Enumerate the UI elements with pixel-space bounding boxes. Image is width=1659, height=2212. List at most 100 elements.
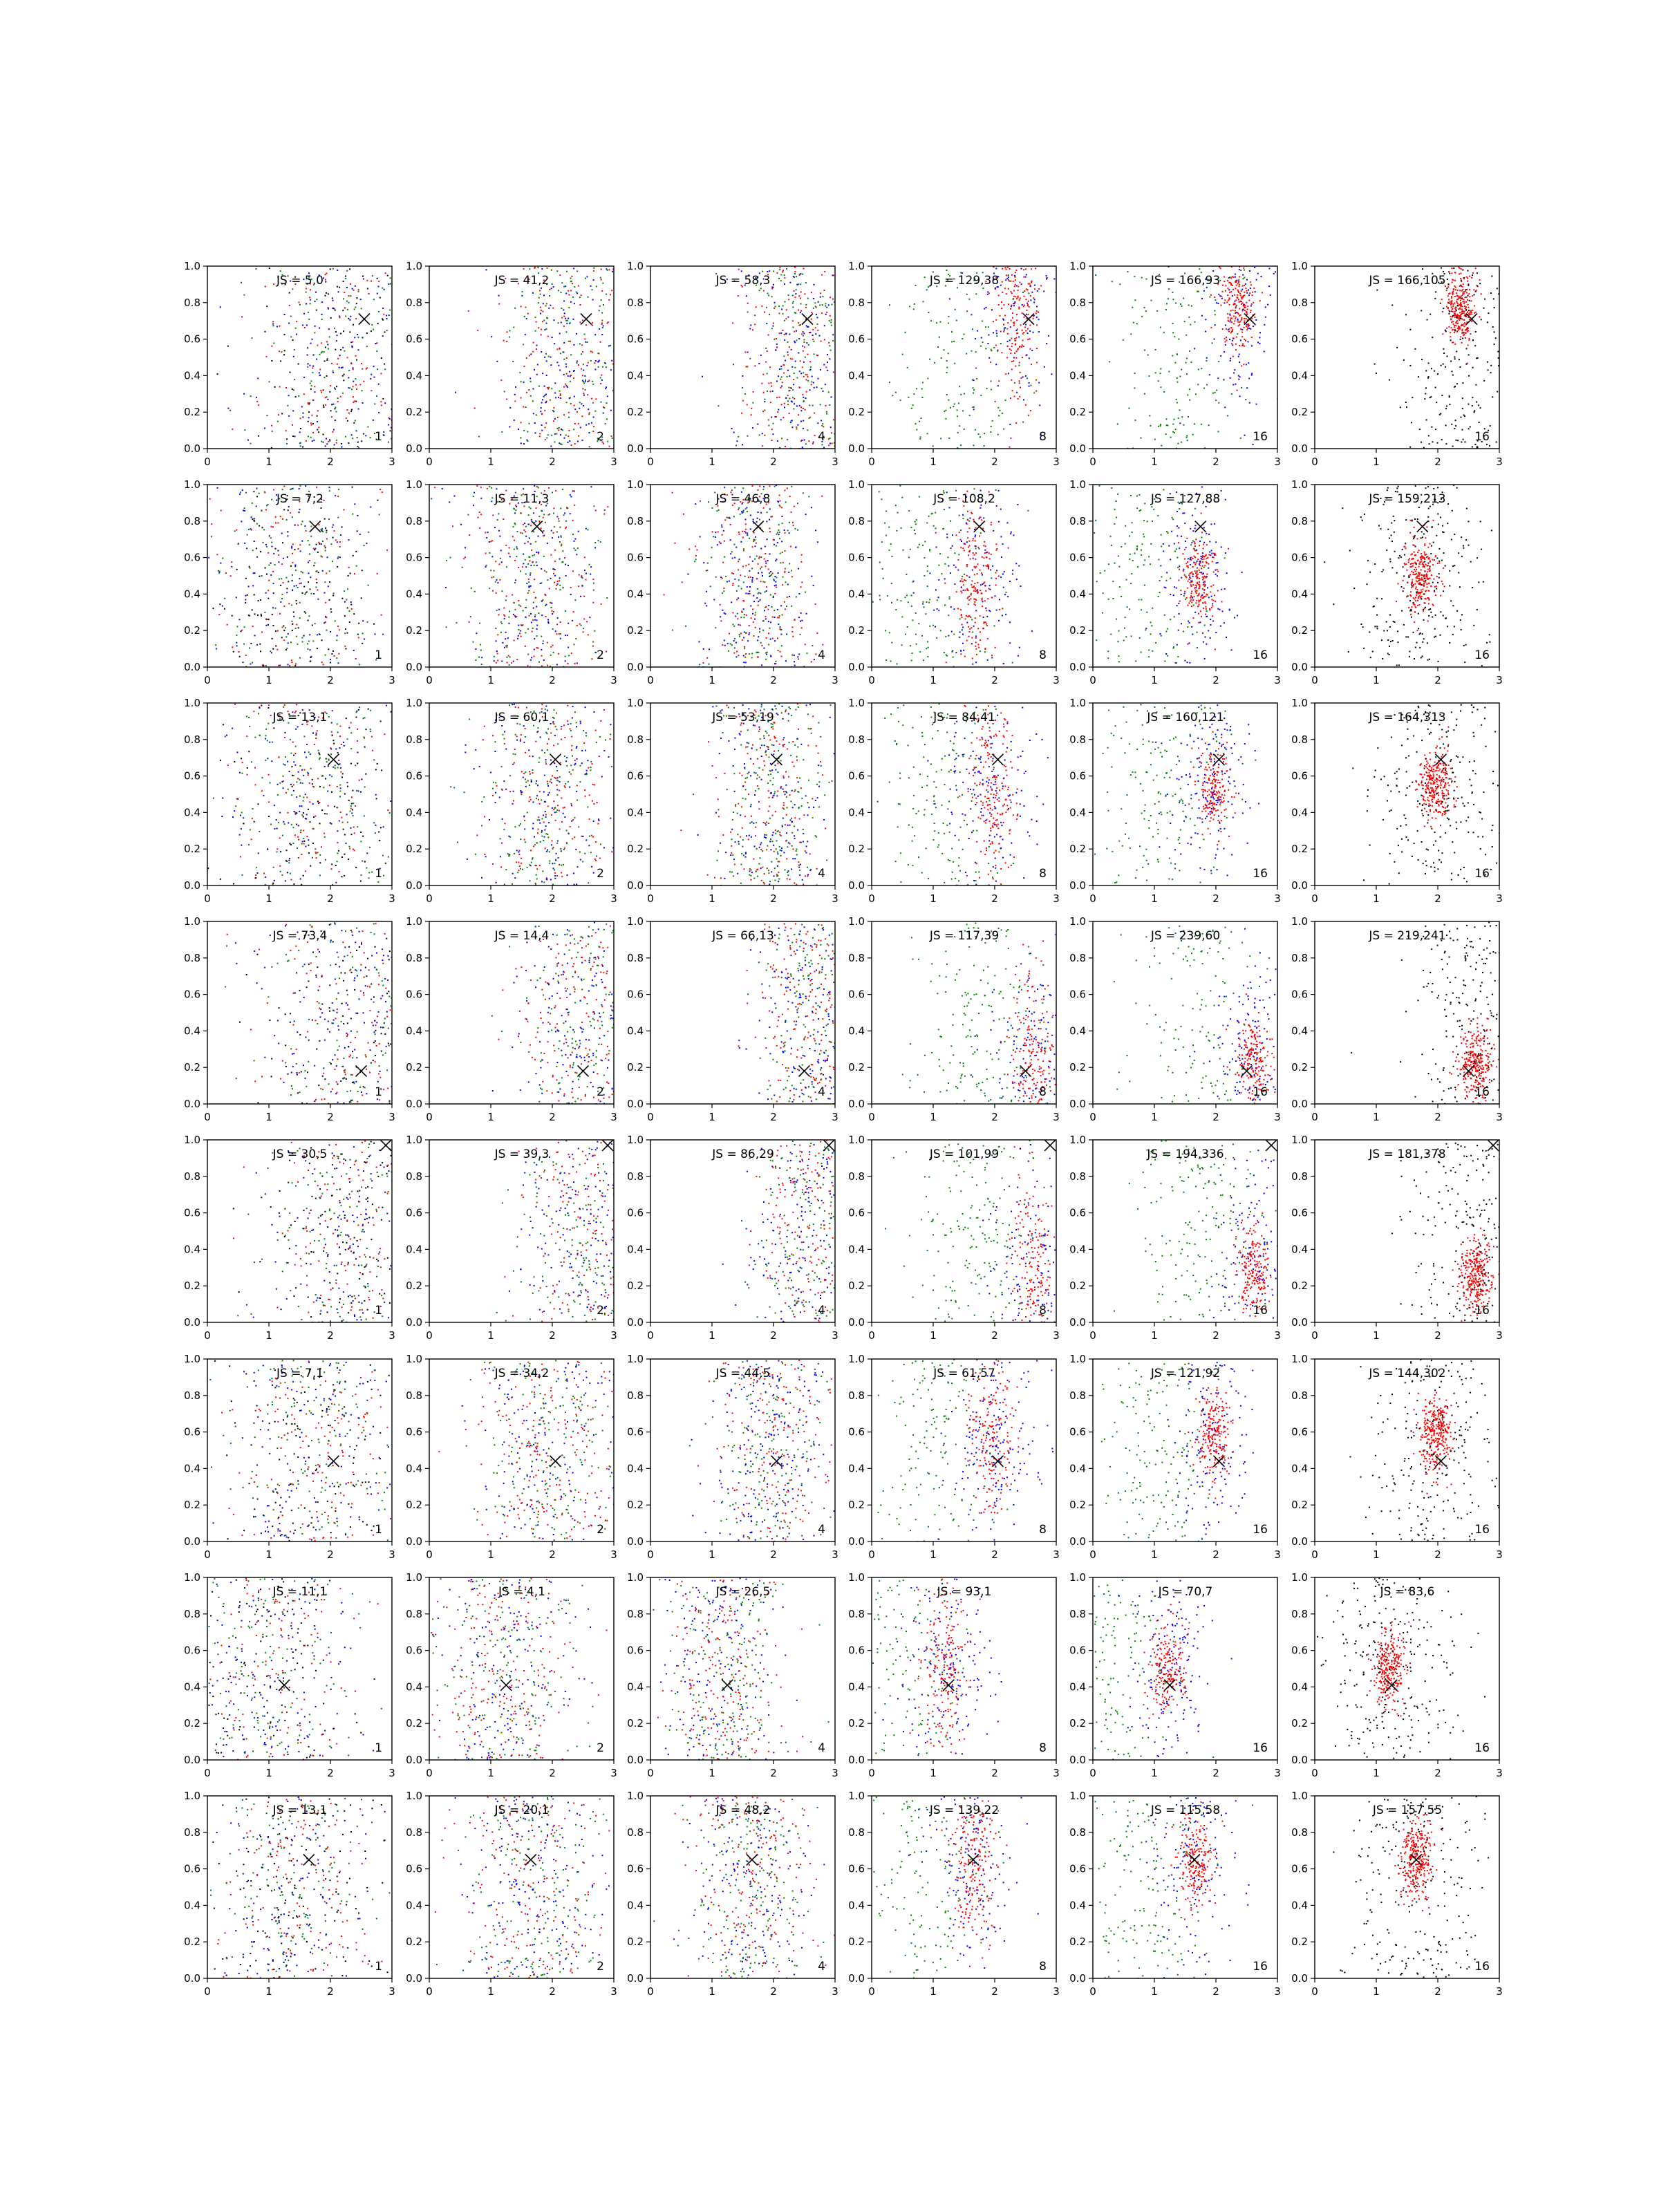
scatter-point bbox=[1021, 344, 1023, 346]
scatter-point bbox=[552, 644, 554, 646]
scatter-point bbox=[947, 556, 949, 559]
k-label: 16 bbox=[1253, 430, 1268, 444]
scatter-point bbox=[362, 632, 364, 635]
scatter-point bbox=[1232, 344, 1234, 346]
scatter-point bbox=[546, 503, 548, 505]
scatter-point bbox=[1464, 313, 1466, 315]
scatter-point bbox=[1434, 370, 1436, 372]
scatter-point bbox=[742, 509, 744, 512]
scatter-point bbox=[738, 561, 739, 563]
scatter-point bbox=[536, 606, 538, 608]
scatter-point bbox=[559, 353, 561, 355]
scatter-point bbox=[1010, 437, 1012, 439]
scatter-point bbox=[946, 270, 948, 271]
scatter-point bbox=[889, 382, 890, 383]
scatter-point bbox=[729, 539, 731, 541]
scatter-point bbox=[538, 521, 541, 523]
scatter-point bbox=[749, 576, 751, 578]
scatter-point bbox=[1023, 269, 1025, 271]
scatter-point bbox=[312, 399, 315, 401]
scatter-point bbox=[997, 286, 999, 288]
scatter-point bbox=[778, 494, 780, 496]
scatter-point bbox=[523, 366, 525, 367]
scatter-point bbox=[570, 403, 572, 404]
scatter-point bbox=[775, 584, 777, 586]
scatter-point bbox=[800, 561, 803, 563]
scatter-point bbox=[1176, 377, 1178, 379]
scatter-point bbox=[1224, 281, 1226, 283]
scatter-point bbox=[561, 429, 563, 431]
scatter-point bbox=[1468, 310, 1470, 312]
scatter-point bbox=[550, 607, 552, 608]
scatter-point bbox=[695, 503, 697, 505]
scatter-point bbox=[356, 297, 358, 299]
scatter-point bbox=[811, 375, 813, 377]
scatter-point bbox=[292, 623, 294, 625]
scatter-point bbox=[832, 419, 834, 421]
scatter-point bbox=[543, 319, 545, 321]
scatter-point bbox=[1249, 292, 1251, 294]
scatter-point bbox=[797, 529, 799, 531]
scatter-point bbox=[1464, 329, 1466, 331]
scatter-point bbox=[1432, 441, 1434, 443]
scatter-point bbox=[1017, 655, 1019, 657]
scatter-point bbox=[1019, 281, 1021, 283]
scatter-point bbox=[963, 543, 965, 545]
scatter-point bbox=[778, 529, 780, 531]
scatter-point bbox=[729, 524, 731, 525]
scatter-point bbox=[592, 589, 594, 591]
scatter-point bbox=[1244, 320, 1246, 322]
scatter-point bbox=[295, 663, 297, 665]
scatter-point bbox=[286, 498, 288, 500]
scatter-point bbox=[391, 408, 392, 410]
scatter-point bbox=[921, 635, 923, 637]
scatter-point bbox=[312, 365, 315, 367]
scatter-point bbox=[685, 625, 687, 627]
scatter-point bbox=[1403, 359, 1405, 361]
scatter-point bbox=[980, 631, 981, 633]
scatter-point bbox=[1022, 292, 1024, 294]
scatter-point bbox=[1441, 439, 1443, 441]
scatter-point bbox=[953, 608, 955, 610]
scatter-point bbox=[814, 327, 816, 329]
scatter-point bbox=[815, 314, 817, 315]
scatter-point bbox=[592, 601, 594, 603]
scatter-point bbox=[572, 371, 574, 372]
scatter-point bbox=[989, 588, 991, 590]
scatter-point bbox=[805, 379, 807, 381]
scatter-point bbox=[921, 397, 924, 398]
scatter-point bbox=[948, 565, 950, 567]
scatter-point bbox=[293, 585, 295, 587]
scatter-point bbox=[545, 605, 547, 606]
scatter-point bbox=[885, 630, 887, 632]
scatter-point bbox=[934, 362, 935, 364]
scatter-point bbox=[939, 321, 941, 323]
scatter-point bbox=[925, 613, 927, 615]
scatter-point bbox=[997, 385, 999, 387]
scatter-point bbox=[356, 437, 358, 438]
scatter-point bbox=[788, 571, 790, 573]
scatter-point bbox=[1455, 307, 1457, 309]
scatter-point bbox=[1248, 327, 1250, 329]
scatter-point bbox=[532, 628, 534, 629]
scatter-point bbox=[741, 285, 743, 288]
scatter-point bbox=[784, 608, 786, 610]
scatter-point bbox=[986, 556, 988, 559]
scatter-point bbox=[752, 518, 754, 521]
scatter-point bbox=[983, 557, 985, 559]
scatter-point bbox=[498, 608, 500, 610]
x-tick-label: 1 bbox=[709, 674, 715, 686]
scatter-point bbox=[786, 633, 788, 635]
scatter-point bbox=[561, 282, 563, 284]
scatter-point bbox=[1224, 341, 1226, 343]
scatter-point bbox=[271, 541, 273, 543]
scatter-point bbox=[601, 323, 603, 325]
scatter-point bbox=[960, 444, 962, 447]
scatter-point bbox=[987, 598, 989, 600]
scatter-point bbox=[1200, 423, 1202, 425]
scatter-point bbox=[314, 325, 316, 327]
scatter-point bbox=[799, 312, 801, 314]
scatter-point bbox=[538, 612, 540, 615]
scatter-point bbox=[1012, 281, 1014, 283]
scatter-point bbox=[1469, 318, 1471, 320]
